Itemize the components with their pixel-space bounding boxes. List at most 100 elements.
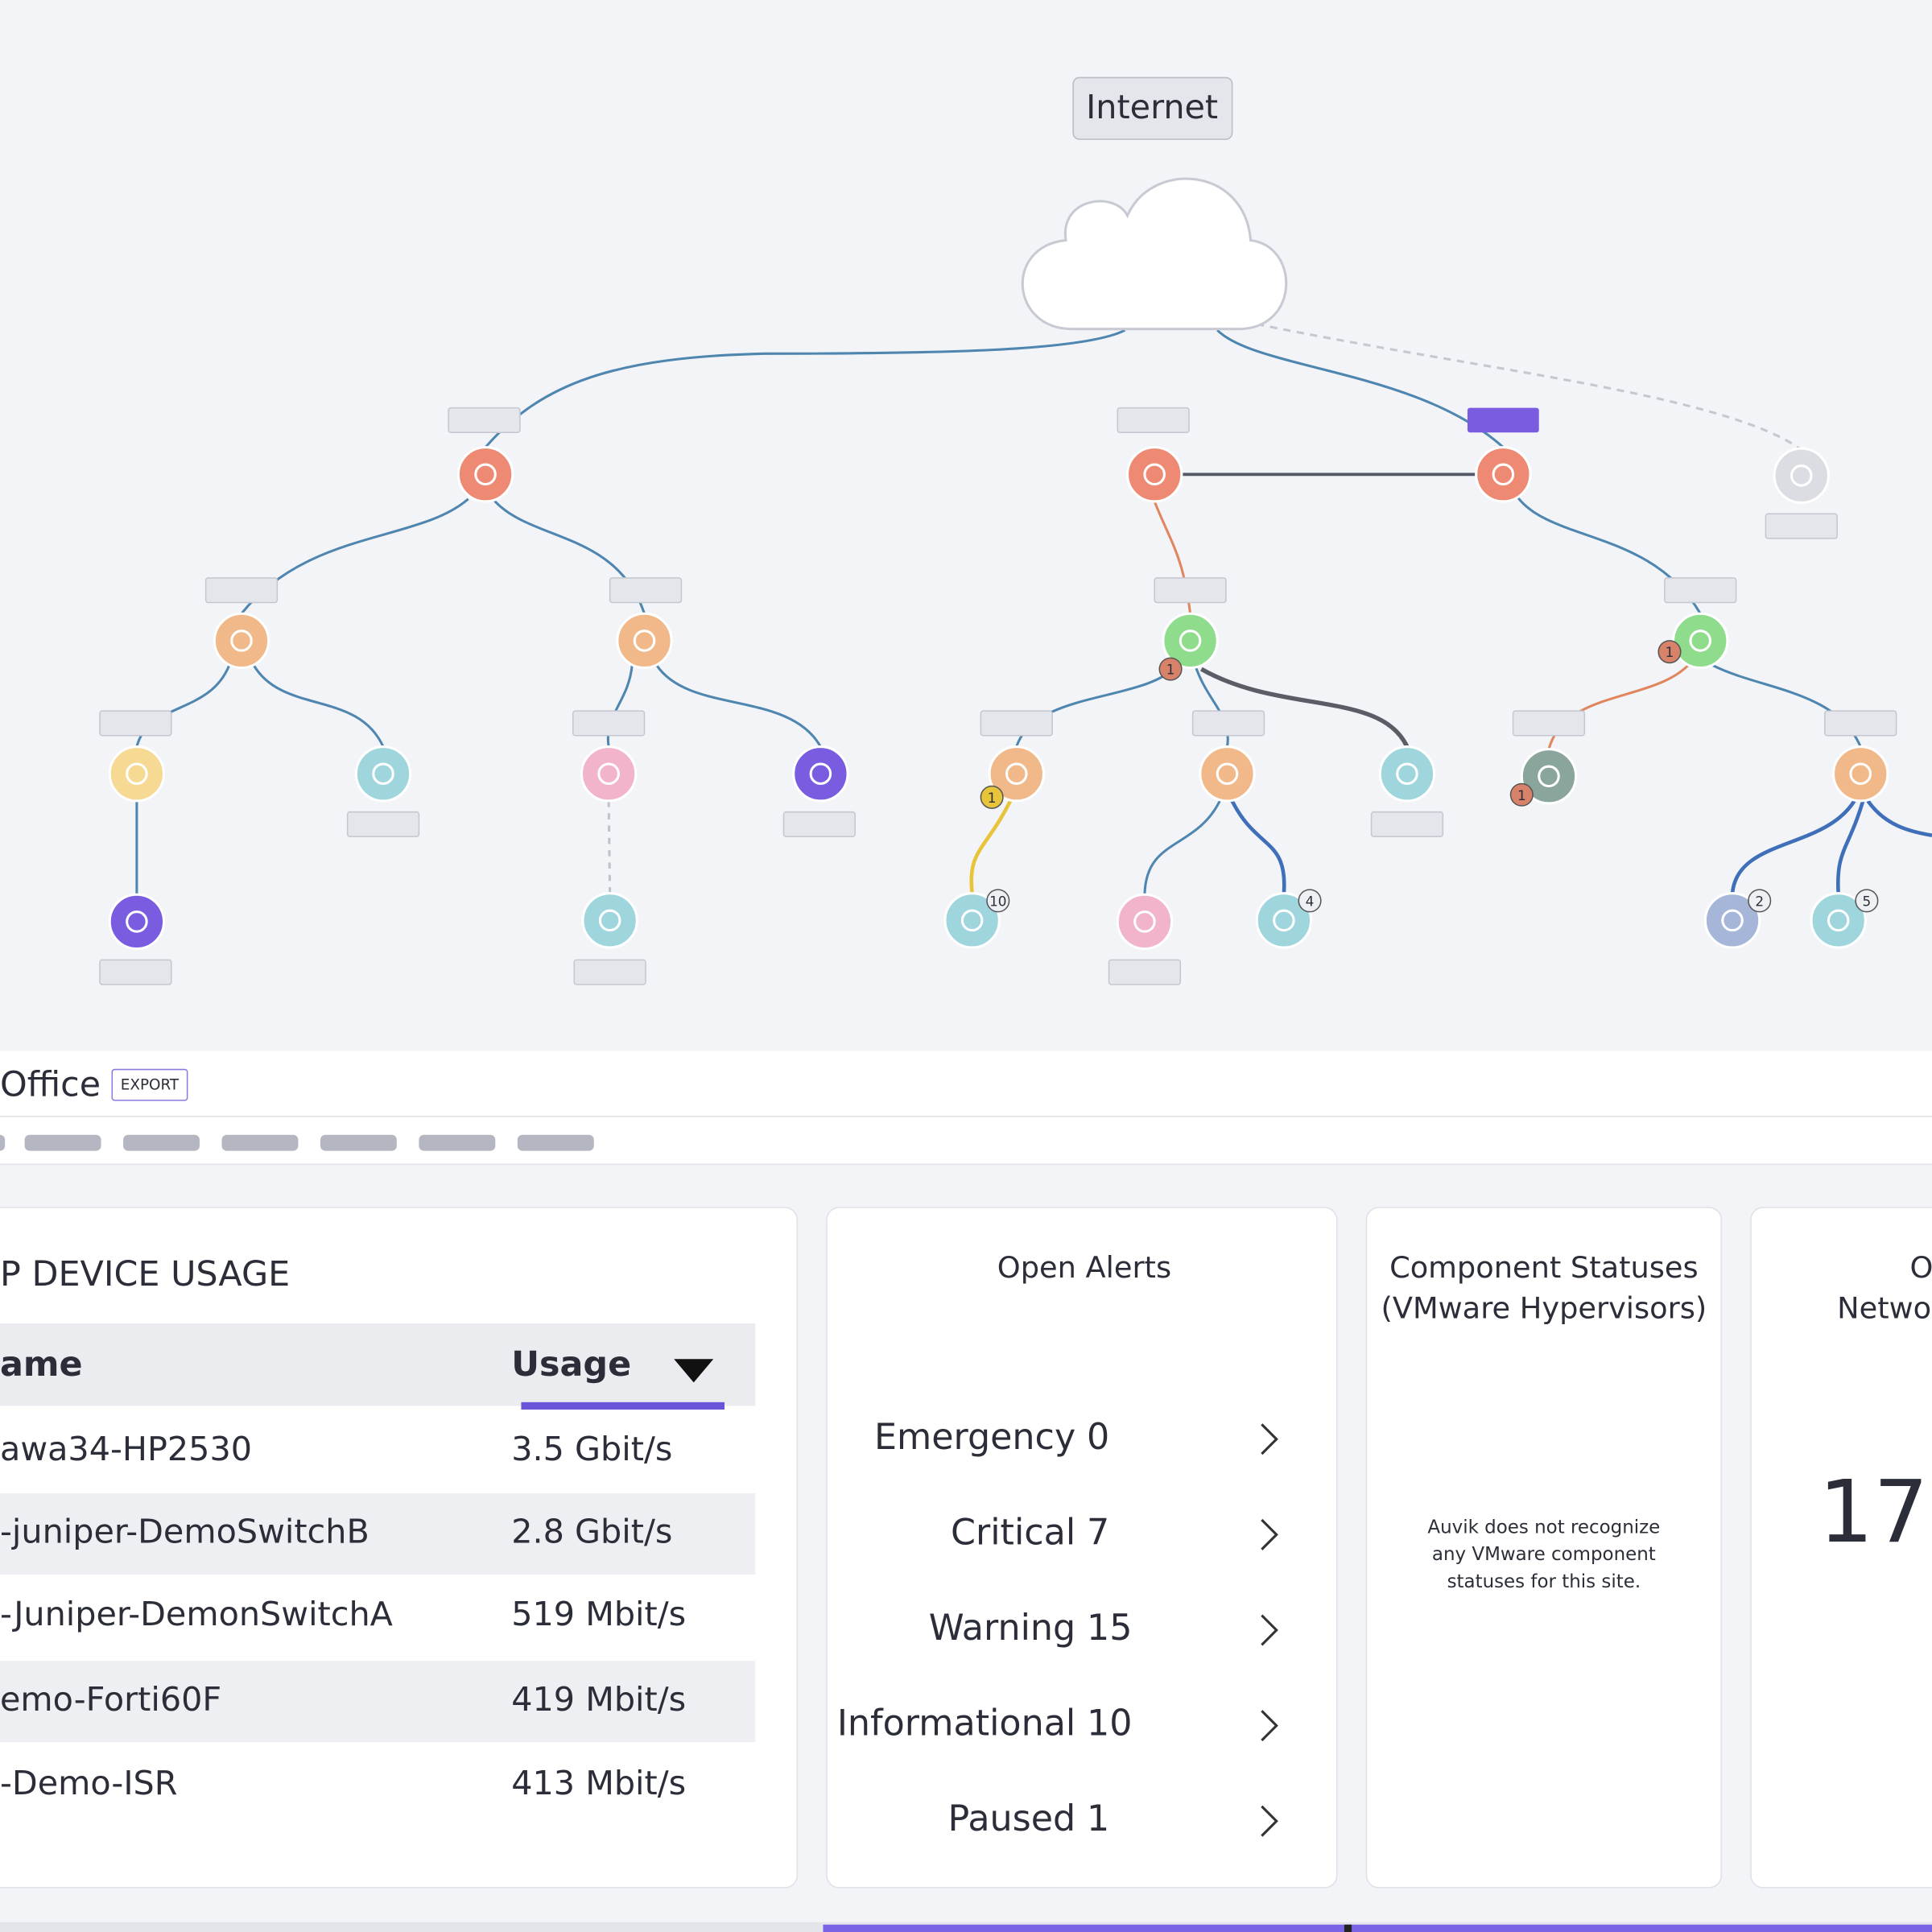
alert-count[interactable]: 1 [1087,1798,1109,1839]
device-node[interactable] [1199,745,1256,803]
device-icon [960,909,984,932]
row-shade [0,1493,756,1575]
tab[interactable] [221,1134,299,1151]
device-icon [1143,463,1166,486]
device-node[interactable] [1255,892,1313,949]
device-node[interactable] [616,612,673,670]
node-label [1191,710,1265,737]
device-node[interactable] [580,745,638,803]
alert-level[interactable]: Critical [951,1512,1075,1553]
badge-count: 2 [1755,893,1764,909]
alert-level[interactable]: Paused [948,1798,1076,1839]
device-node[interactable] [354,745,412,803]
node-label [99,959,172,985]
table-cell: 3.5 Gbit/s [511,1430,672,1468]
device-node[interactable] [1378,745,1436,803]
tab[interactable] [517,1134,594,1151]
device-icon [633,630,656,652]
device-node[interactable] [108,893,166,951]
badge [986,889,1010,913]
cloud [1021,177,1288,331]
link [252,664,385,748]
node-label-selected [1467,407,1539,433]
table-cell: -Juniper-DemonSwitchA [0,1595,393,1633]
component-card [1365,1207,1723,1889]
alert-level[interactable]: Warning [929,1608,1075,1649]
device-icon [474,463,497,486]
link [1730,799,1856,894]
table-header [0,1323,756,1406]
device-node[interactable] [1125,446,1183,503]
device-node[interactable] [943,892,1001,949]
badge-count: 5 [1863,893,1872,909]
column-header[interactable]: Usage [511,1344,631,1385]
site-name: Office [0,1065,101,1105]
node-label [1108,959,1182,985]
device-node[interactable] [1810,892,1867,949]
alert-level[interactable]: Informational [837,1703,1075,1744]
badge-count: 1 [1517,787,1526,803]
tab[interactable] [24,1134,101,1151]
alert-count[interactable]: 0 [1087,1417,1109,1458]
device-node[interactable] [988,745,1045,803]
device-icon [1396,762,1418,785]
empty-message: any VMware component [1432,1544,1656,1565]
device-node[interactable] [792,745,849,803]
node-label [980,710,1053,737]
table-body: awa34-HP2530 3.5 Gbit/s -juniper-DemoSwitc… [0,1430,756,1802]
link [1866,799,1932,838]
bottom-marker [1344,1924,1352,1932]
export-label: EXPORT [121,1076,180,1093]
alert-count[interactable]: 15 [1087,1608,1132,1649]
link [1230,799,1286,894]
device-node[interactable] [1703,892,1761,949]
node-label [1765,513,1838,539]
table-cell: emo-Forti60F [0,1680,221,1719]
chevron[interactable] [1261,1614,1278,1646]
device-node[interactable] [1773,447,1830,505]
device-node[interactable] [581,892,638,949]
device-icon [1492,463,1515,486]
alert-count[interactable]: 10 [1087,1703,1132,1744]
empty-message: Auvik does not recognize [1427,1517,1660,1538]
device-node[interactable] [213,612,270,670]
device-node[interactable] [108,745,166,803]
chevron[interactable] [1261,1518,1278,1550]
device-node[interactable] [1832,745,1889,803]
device-icon [126,910,148,933]
tab[interactable] [123,1134,200,1151]
sort-arrow[interactable] [674,1359,714,1383]
badge [1657,640,1682,664]
alert-count[interactable]: 7 [1087,1512,1109,1553]
device-icon [1721,909,1744,932]
node-label [782,811,857,838]
device-node[interactable] [1672,612,1729,670]
device-icon [1538,765,1560,788]
device-node[interactable] [1520,748,1578,805]
chevron[interactable] [1261,1423,1278,1455]
card-title: Networ [1837,1291,1932,1326]
device-node[interactable] [456,446,514,503]
badge-count: 4 [1306,893,1315,909]
link [1200,667,1410,748]
node-label [609,577,683,604]
link [1194,665,1229,747]
network-card [1750,1207,1932,1889]
alert-level[interactable]: Emergency [874,1417,1075,1458]
tab[interactable] [419,1134,496,1151]
alert-list: Emergency 0 Critical 7 Warning 15 Informationa… [837,1417,1278,1839]
device-node[interactable] [1116,893,1174,951]
export-button[interactable] [111,1068,188,1101]
node-label [99,710,172,737]
chevron[interactable] [1261,1805,1278,1837]
table-cell: 2.8 Gbit/s [511,1513,672,1551]
tab[interactable] [0,1134,6,1151]
card-title: (VMware Hypervisors) [1381,1291,1707,1326]
chevron[interactable] [1261,1710,1278,1742]
device-icon [1133,910,1156,933]
device-icon [809,762,832,785]
tab[interactable] [320,1134,397,1151]
device-node[interactable] [1162,612,1219,670]
device-node[interactable] [1475,446,1532,503]
node-label [1154,577,1227,604]
